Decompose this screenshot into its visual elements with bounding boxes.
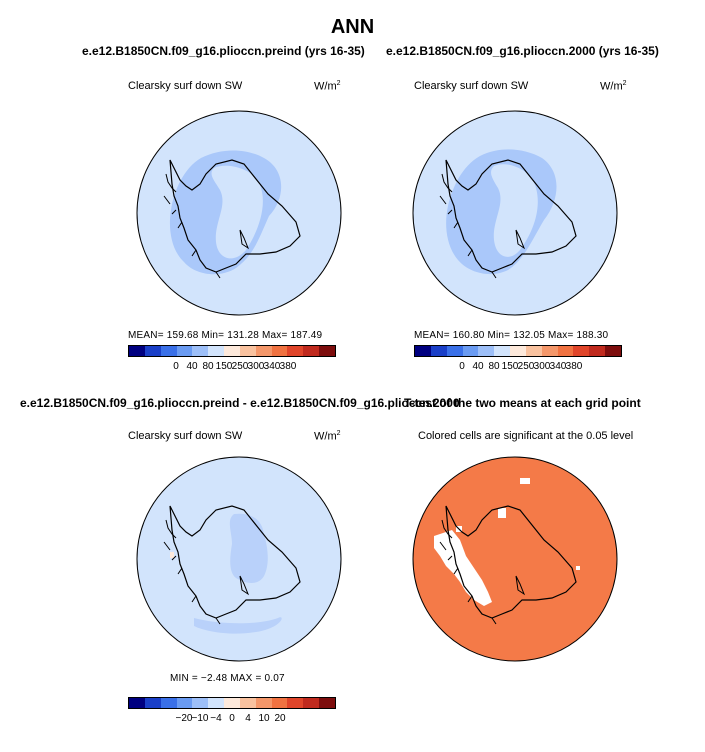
panel-3-colorbar-cell — [160, 698, 177, 708]
panel-2-tick-label: 80 — [488, 361, 500, 372]
panel-3-colorbar-cell — [176, 698, 193, 708]
panel-3-colorbar — [128, 697, 336, 709]
panel-2-colorbar-cell — [478, 346, 495, 356]
panel-3-subtitle: Clearsky surf down SW — [128, 430, 243, 442]
panel-3-units: W/m2 — [314, 430, 341, 443]
panel-1-colorbar-cell — [271, 346, 288, 356]
panel-2-colorbar-ticks: 0 40 80 150 250 300 340 380 — [414, 361, 622, 375]
panel-3-colorbar-cell — [319, 698, 335, 708]
panel-1-tick-label: 300 — [247, 361, 265, 372]
panel-1-colorbar-cell — [176, 346, 193, 356]
panel-3-title: e.e12.B1850CN.f09_g16.plioccn.preind - e… — [20, 396, 460, 410]
panel-1-colorbar — [128, 345, 336, 357]
panel-3-map — [136, 456, 342, 662]
panel-3-colorbar-cell — [192, 698, 209, 708]
panel-3-tick-label: 10 — [258, 713, 270, 724]
panel-4-title: T-test of the two means at each grid poi… — [404, 396, 641, 410]
panel-2-colorbar-cell — [510, 346, 526, 356]
panel-1-tick-label: 40 — [186, 361, 198, 372]
panel-1-colorbar-cell — [144, 346, 161, 356]
panel-2-colorbar-cell — [525, 346, 542, 356]
panel-1-tick-label: 0 — [173, 361, 179, 372]
panel-2-colorbar-cell — [430, 346, 447, 356]
panel-2-colorbar-cell — [415, 346, 431, 356]
panel-2-colorbar-cell — [494, 346, 511, 356]
panel-2-colorbar-cell — [573, 346, 590, 356]
panel-2-colorbar-cell — [589, 346, 606, 356]
panel-2-stats: MEAN= 160.80 Min= 132.05 Max= 188.30 — [414, 330, 609, 341]
panel-2-colorbar-cell — [541, 346, 558, 356]
panel-1-map — [136, 110, 342, 316]
panel-1-colorbar-cell — [192, 346, 209, 356]
panel-3-tick-label: −10 — [191, 713, 209, 724]
panel-1-units: W/m2 — [314, 80, 341, 93]
panel-3-colorbar-cell — [144, 698, 161, 708]
panel-1-subtitle: Clearsky surf down SW — [128, 80, 243, 92]
panel-1-colorbar-cell — [208, 346, 225, 356]
panel-1-colorbar-cell — [224, 346, 240, 356]
panel-1-colorbar-ticks: 0 40 80 150 250 300 340 380 — [128, 361, 336, 375]
panel-2-tick-label: 40 — [472, 361, 484, 372]
panel-1-tick-label: 340 — [263, 361, 281, 372]
panel-4-map — [412, 456, 618, 662]
panel-3-colorbar-cell — [208, 698, 225, 708]
panel-2-colorbar-cell — [462, 346, 479, 356]
panel-1-title: e.e12.B1850CN.f09_g16.plioccn.preind (yr… — [82, 44, 365, 58]
panel-2-tick-label: 0 — [459, 361, 465, 372]
panel-1-colorbar-cell — [287, 346, 304, 356]
panel-2-colorbar-cell — [446, 346, 463, 356]
panel-2-colorbar — [414, 345, 622, 357]
panel-3-colorbar-cell — [129, 698, 145, 708]
panel-3-colorbar-cell — [287, 698, 304, 708]
panel-1-colorbar-cell — [160, 346, 177, 356]
panel-1-tick-label: 380 — [279, 361, 297, 372]
panel-3-colorbar-cell — [239, 698, 256, 708]
panel-3-colorbar-cell — [255, 698, 272, 708]
panel-2-tick-label: 250 — [517, 361, 535, 372]
panel-3-stats: MIN = −2.48 MAX = 0.07 — [170, 673, 285, 684]
panel-1-colorbar-cell — [303, 346, 320, 356]
figure-title: ANN — [330, 16, 375, 38]
panel-3-colorbar-cell — [303, 698, 320, 708]
panel-3-tick-label: 0 — [229, 713, 235, 724]
panel-1-colorbar-cell — [255, 346, 272, 356]
panel-1-stats: MEAN= 159.68 Min= 131.28 Max= 187.49 — [128, 330, 323, 341]
panel-3-tick-label: 4 — [245, 713, 251, 724]
panel-3-tick-label: 20 — [274, 713, 286, 724]
panel-2-units: W/m2 — [600, 80, 627, 93]
panel-2-colorbar-cell — [605, 346, 621, 356]
panel-2-tick-label: 150 — [501, 361, 519, 372]
panel-2-tick-label: 380 — [565, 361, 583, 372]
panel-4-subtitle: Colored cells are significant at the 0.0… — [418, 430, 634, 442]
panel-1-colorbar-cell — [319, 346, 335, 356]
panel-2-map — [412, 110, 618, 316]
panel-3-colorbar-cell — [224, 698, 240, 708]
panel-1-tick-label: 80 — [202, 361, 214, 372]
panel-2-title: e.e12.B1850CN.f09_g16.plioccn.2000 (yrs … — [386, 44, 659, 58]
panel-3-colorbar-cell — [271, 698, 288, 708]
panel-1-colorbar-cell — [129, 346, 145, 356]
panel-1-colorbar-cell — [239, 346, 256, 356]
panel-2-colorbar-cell — [557, 346, 574, 356]
panel-2-subtitle: Clearsky surf down SW — [414, 80, 529, 92]
panel-2-tick-label: 340 — [549, 361, 567, 372]
panel-3-tick-label: −20 — [175, 713, 193, 724]
panel-3-colorbar-ticks: −20 −10 −4 0 4 10 20 — [128, 713, 336, 727]
panel-1-tick-label: 250 — [231, 361, 249, 372]
panel-1-tick-label: 150 — [215, 361, 233, 372]
panel-2-tick-label: 300 — [533, 361, 551, 372]
panel-3-tick-label: −4 — [210, 713, 222, 724]
